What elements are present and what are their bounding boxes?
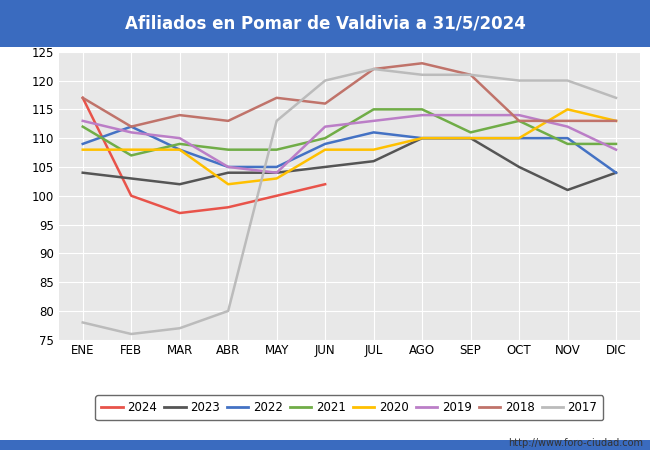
Legend: 2024, 2023, 2022, 2021, 2020, 2019, 2018, 2017: 2024, 2023, 2022, 2021, 2020, 2019, 2018… [96,396,603,420]
Text: Afiliados en Pomar de Valdivia a 31/5/2024: Afiliados en Pomar de Valdivia a 31/5/20… [125,14,525,33]
Text: http://www.foro-ciudad.com: http://www.foro-ciudad.com [508,438,644,448]
